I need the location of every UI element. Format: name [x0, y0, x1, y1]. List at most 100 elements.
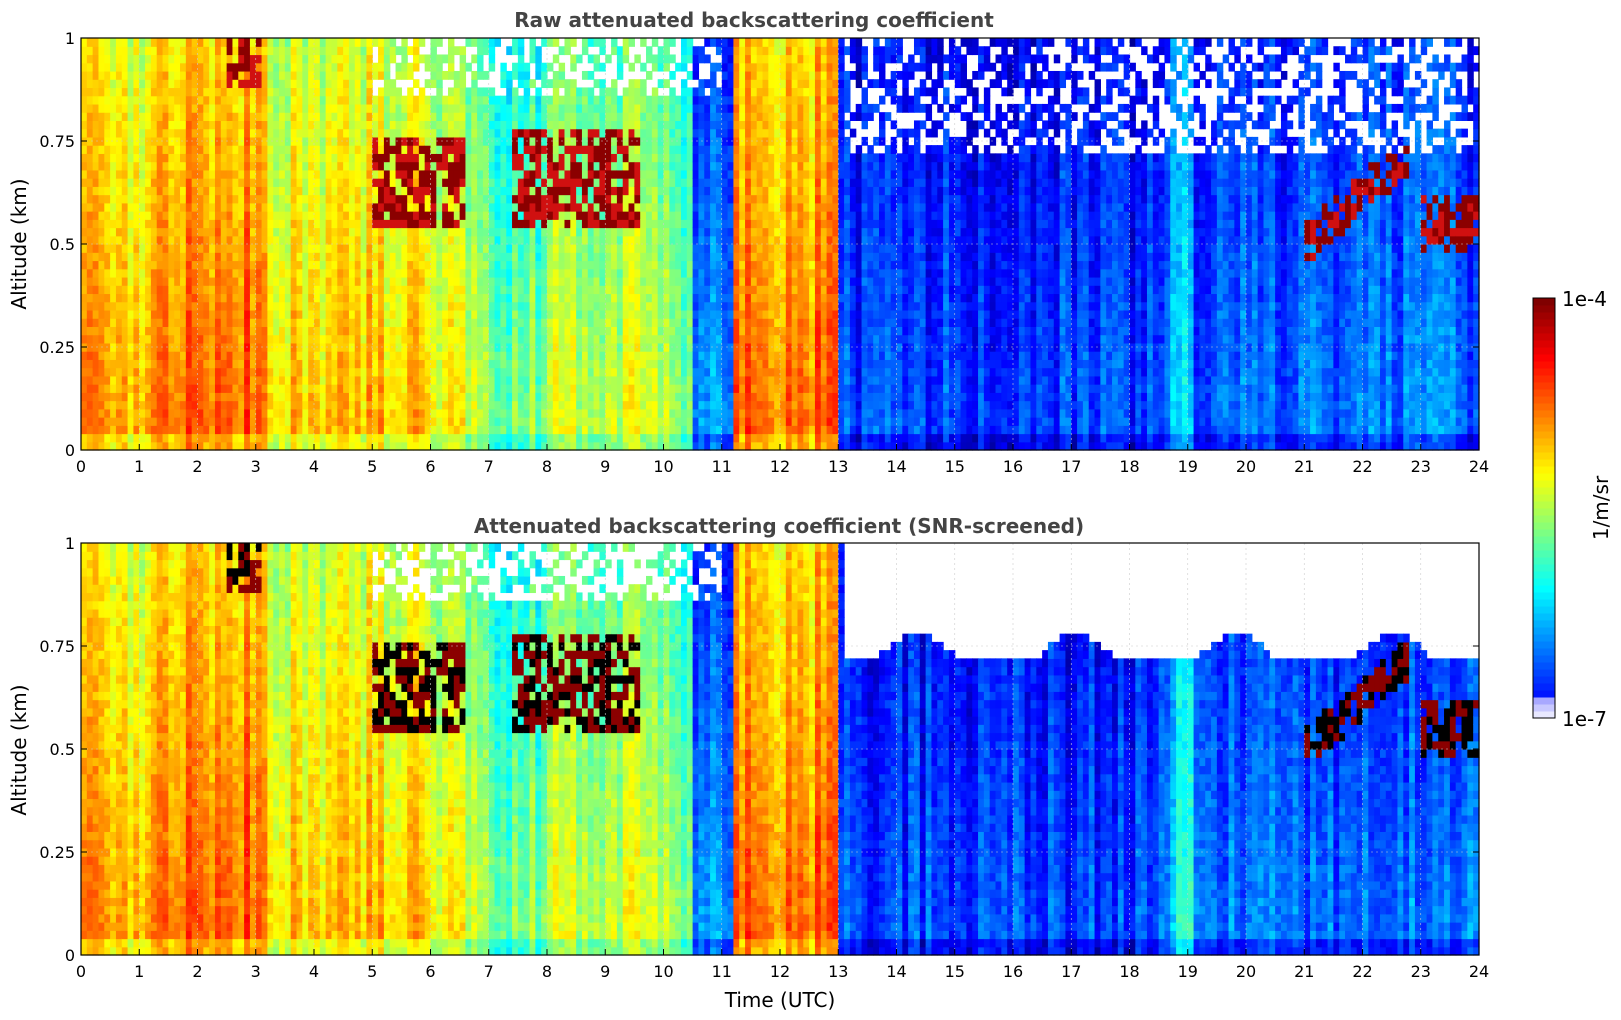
heatmap-cell [81, 95, 88, 105]
heatmap-cell [430, 136, 437, 146]
heatmap-cell [529, 103, 536, 113]
heatmap-cell [506, 202, 513, 212]
heatmap-cell [430, 309, 437, 319]
heatmap-cell [115, 433, 123, 443]
heatmap-cell [424, 400, 432, 410]
heatmap-cell [529, 359, 536, 369]
heatmap-cell [593, 252, 601, 262]
heatmap-cell [605, 186, 612, 196]
heatmap-cell [616, 433, 624, 443]
heatmap-cell [517, 301, 525, 311]
heatmap-cell [372, 342, 379, 352]
heatmap-cell [360, 120, 368, 130]
heatmap-cell [244, 309, 251, 319]
heatmap-cell [389, 38, 397, 47]
heatmap-cell [593, 425, 601, 435]
heatmap-cell [348, 433, 356, 443]
heatmap-cell [570, 375, 577, 385]
heatmap-cell [558, 285, 566, 295]
heatmap-cell [273, 87, 280, 97]
heatmap-cell [669, 367, 676, 377]
heatmap-cell [465, 285, 472, 295]
heatmap-cell [209, 153, 216, 163]
heatmap-cell [529, 408, 536, 418]
heatmap-cell [669, 441, 676, 451]
heatmap-cell [471, 112, 478, 121]
heatmap-cell [442, 375, 449, 385]
heatmap-cell [86, 276, 94, 286]
heatmap-cell [558, 400, 566, 410]
heatmap-cell [197, 367, 204, 377]
heatmap-cell [523, 79, 531, 89]
heatmap-cell [657, 103, 665, 113]
heatmap-cell [599, 120, 606, 130]
heatmap-cell [290, 326, 298, 336]
heatmap-cell [249, 392, 257, 402]
heatmap-cell [121, 79, 129, 89]
heatmap-cell [197, 202, 204, 212]
heatmap-cell [145, 326, 152, 336]
heatmap-cell [640, 95, 647, 105]
heatmap-cell [261, 46, 268, 56]
heatmap-cell [261, 301, 268, 311]
heatmap-cell [197, 285, 204, 295]
heatmap-cell [156, 202, 164, 212]
heatmap-cell [290, 400, 298, 410]
heatmap-cell [203, 293, 210, 303]
heatmap-cell [115, 367, 123, 377]
heatmap-cell [214, 309, 222, 319]
heatmap-cell [401, 285, 408, 295]
heatmap-cell [86, 408, 94, 418]
heatmap-cell [616, 334, 624, 344]
heatmap-cell [418, 392, 426, 402]
heatmap-cell [535, 285, 542, 295]
heatmap-cell [98, 309, 105, 319]
heatmap-cell [436, 425, 443, 435]
heatmap-cell [471, 178, 478, 187]
heatmap-cell [203, 103, 210, 113]
heatmap-cell [383, 161, 391, 171]
heatmap-cell [98, 384, 105, 393]
heatmap-cell [156, 112, 164, 121]
heatmap-cell [214, 334, 222, 344]
heatmap-cell [541, 145, 548, 154]
heatmap-cell [372, 351, 379, 360]
heatmap-cell [284, 235, 292, 245]
heatmap-cell [279, 276, 286, 286]
heatmap-cell [145, 309, 152, 319]
heatmap-cell [127, 293, 135, 303]
heatmap-cell [477, 161, 484, 171]
heatmap-cell [290, 54, 298, 64]
heatmap-cell [81, 293, 88, 303]
heatmap-cell [267, 342, 274, 352]
heatmap-cell [255, 359, 263, 369]
heatmap-cell [133, 400, 140, 410]
heatmap-cell [197, 359, 204, 369]
heatmap-cell [640, 276, 647, 286]
heatmap-cell [477, 342, 484, 352]
heatmap-cell [180, 145, 187, 154]
heatmap-cell [284, 244, 292, 253]
heatmap-cell [413, 169, 420, 179]
heatmap-cell [81, 211, 88, 220]
heatmap-cell [611, 95, 618, 105]
heatmap-cell [675, 227, 682, 237]
heatmap-cell [267, 38, 274, 47]
heatmap-cell [517, 227, 525, 237]
heatmap-cell [383, 46, 391, 56]
heatmap-cell [331, 318, 338, 327]
heatmap-cell [343, 441, 350, 451]
heatmap-cell [418, 334, 426, 344]
heatmap-cell [459, 169, 467, 179]
heatmap-cell [517, 359, 525, 369]
heatmap-cell [273, 375, 280, 385]
heatmap-cell [325, 276, 333, 286]
heatmap-cell [150, 408, 158, 418]
heatmap-cell [150, 219, 158, 229]
heatmap-cell [383, 194, 391, 204]
heatmap-cell [162, 235, 169, 245]
heatmap-cell [587, 268, 595, 278]
heatmap-cell [506, 375, 513, 385]
heatmap-cell [308, 46, 315, 56]
